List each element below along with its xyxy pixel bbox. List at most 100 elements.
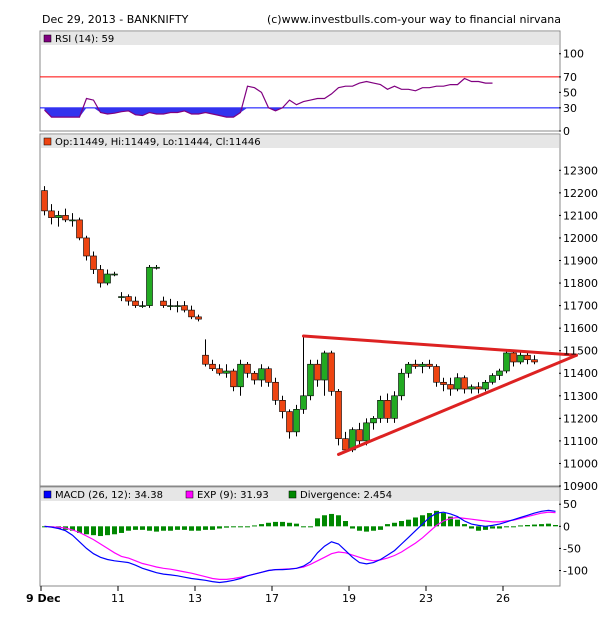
price-tick-label: 11400 [563, 367, 598, 380]
candle-down [132, 300, 139, 306]
divergence-bar [70, 526, 75, 531]
divergence-bar [196, 526, 201, 531]
divergence-bar [434, 510, 439, 527]
candle [419, 361, 426, 374]
divergence-bar [462, 524, 467, 527]
price-tick-label: 11300 [563, 390, 598, 403]
candle-up [454, 377, 461, 390]
candle-down [328, 352, 335, 392]
candle [286, 409, 293, 439]
divergence-bar [133, 526, 138, 530]
rsi-tick-label: 50 [563, 86, 577, 99]
price-tick-label: 12000 [563, 232, 598, 245]
divergence-bar [98, 526, 103, 537]
candle-up [370, 418, 377, 424]
chart-source: (c)www.investbulls.com-your way to finan… [267, 13, 561, 26]
candle [468, 384, 475, 394]
macd-panel-frame [39, 486, 561, 587]
candle-up [496, 370, 503, 376]
divergence-bar [483, 526, 488, 530]
candle [167, 298, 174, 311]
divergence-bar [329, 513, 334, 527]
candle [328, 350, 335, 396]
divergence-bar [546, 523, 551, 527]
candle-down [524, 354, 531, 361]
candle [258, 364, 265, 387]
divergence-bar [539, 524, 544, 527]
price-tick-label: 11500 [563, 345, 598, 358]
candle-down [202, 354, 209, 365]
divergence-bar [378, 526, 383, 530]
divergence-bar [161, 526, 166, 531]
candle [384, 393, 391, 423]
divergence-bar [336, 515, 341, 527]
divergence-bar [287, 522, 292, 527]
candle [209, 359, 216, 371]
rsi-tick-label: 100 [563, 48, 584, 61]
macd-legend-text: MACD (26, 12): 34.38 [55, 490, 163, 501]
divergence-bar [350, 526, 355, 529]
candle-down [286, 411, 293, 433]
candle [181, 301, 188, 313]
candle [76, 217, 83, 241]
x-tick-label: 11 [111, 592, 125, 605]
candle [146, 265, 153, 308]
divergence-bar [238, 526, 243, 528]
candle-up [174, 305, 181, 307]
divergence-bar [441, 513, 446, 527]
macd-tick-label: 50 [563, 498, 577, 511]
candle [321, 350, 328, 396]
divergence-bar [126, 526, 131, 531]
candle-down [251, 372, 258, 381]
x-tick-label: 17 [265, 592, 279, 605]
candle [510, 350, 517, 367]
price-tick-label: 11700 [563, 300, 598, 313]
divergence-bar [224, 526, 229, 528]
candle-up [363, 422, 370, 442]
trendline [302, 334, 578, 357]
macd-tick-label: 0 [563, 520, 570, 533]
divergence-bar [266, 522, 271, 527]
candle [90, 251, 97, 275]
divergence-bar [252, 525, 257, 527]
divergence-bar [490, 526, 495, 529]
candle-down [342, 438, 349, 451]
candle-down [384, 400, 391, 419]
divergence-bar [154, 526, 159, 532]
candle [482, 380, 489, 392]
rsi-layer: 0 30 50 70 100 [40, 48, 584, 138]
x-tick-label: 26 [496, 592, 510, 605]
candle-down [125, 296, 132, 302]
candle-down [216, 368, 223, 374]
rsi-oversold-fill [44, 107, 493, 118]
divergence-bar [357, 526, 362, 531]
price-tick-label: 10900 [563, 480, 598, 493]
candle-up [419, 363, 426, 367]
price-tick-label: 11100 [563, 435, 598, 448]
price-tick-label: 11200 [563, 412, 598, 425]
candle [216, 364, 223, 376]
candle [55, 210, 62, 227]
candle [125, 294, 132, 306]
price-tick-label: 11800 [563, 277, 598, 290]
candle-down [62, 215, 69, 221]
divergence-bar [294, 523, 299, 527]
candle-up [300, 395, 307, 410]
divergence-bar [203, 526, 208, 530]
candle [83, 235, 90, 261]
candle [48, 204, 55, 225]
candle-up [489, 375, 496, 383]
price-tick-label: 11000 [563, 457, 598, 470]
candle [272, 377, 279, 405]
candle [104, 269, 111, 286]
divergence-bar [259, 524, 264, 527]
divergence-bar [525, 524, 530, 527]
candle [433, 364, 440, 387]
divergence-legend-swatch [288, 490, 297, 499]
price-legend-bar [41, 135, 559, 148]
candle-down [265, 368, 272, 383]
candle-up [237, 363, 244, 388]
macd-tick-label: -100 [563, 565, 588, 578]
candle-down [426, 363, 433, 367]
candle-up [146, 266, 153, 306]
